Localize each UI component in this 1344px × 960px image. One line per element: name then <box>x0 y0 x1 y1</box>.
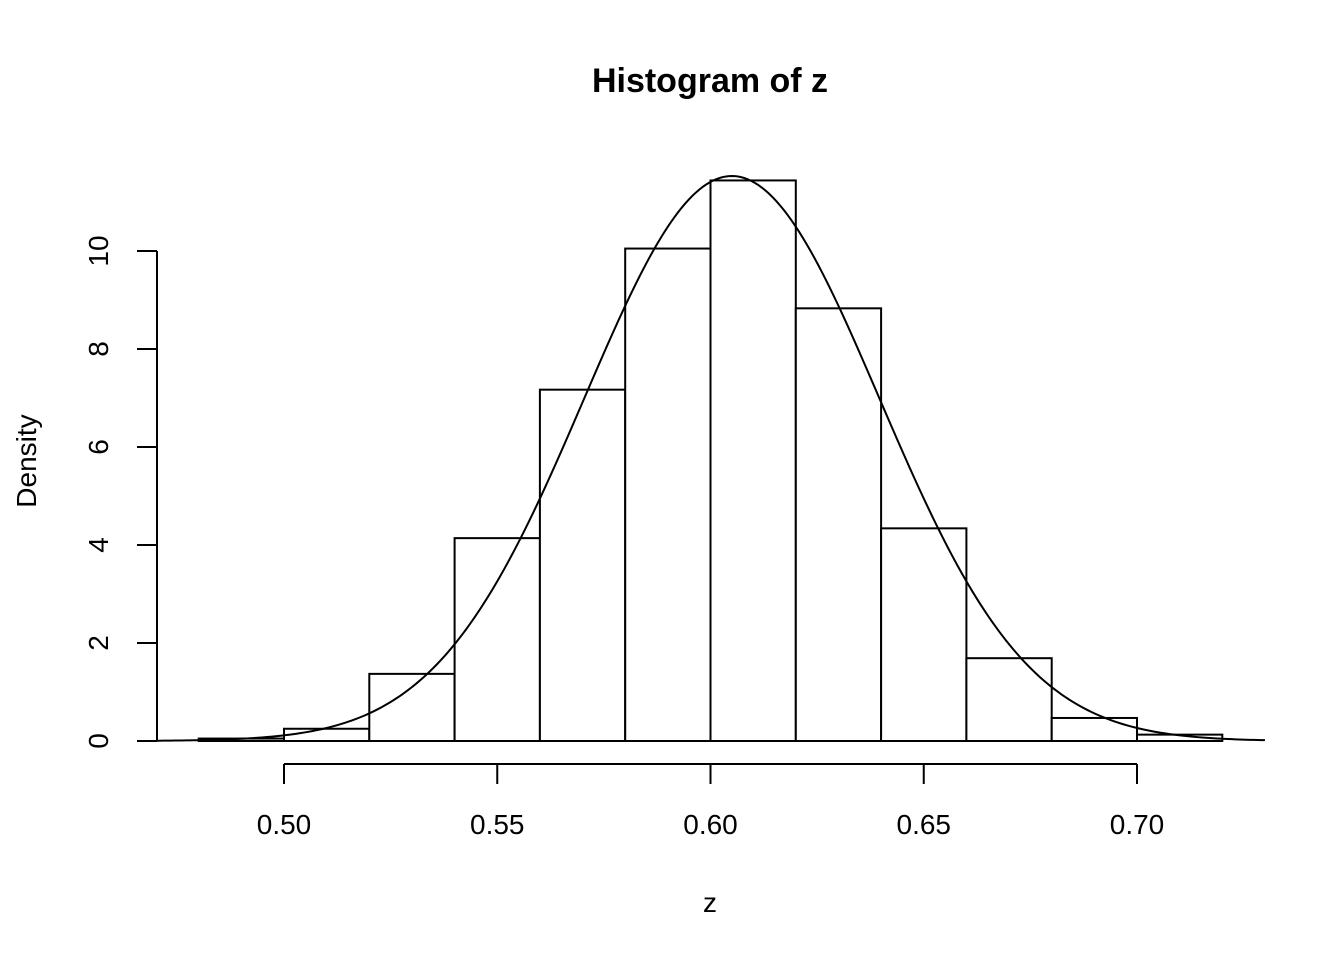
y-tick-label-4: 6 <box>83 439 114 455</box>
x-tick-label-4: 0.65 <box>897 809 952 840</box>
histogram-bar-4 <box>453 537 541 743</box>
x-axis-label: z <box>703 887 717 918</box>
x-tick-label-5: 0.70 <box>1110 809 1165 840</box>
histogram-bar-9 <box>880 527 968 743</box>
x-tick-label-1: 0.50 <box>257 809 312 840</box>
y-tick-label-3: 4 <box>83 537 114 553</box>
x-tick-label-3: 0.60 <box>683 809 738 840</box>
histogram-bar-6 <box>624 247 712 743</box>
y-tick-label-2: 2 <box>83 635 114 651</box>
y-axis-label: Density <box>11 414 42 507</box>
histogram-bar-5 <box>538 388 627 742</box>
y-tick-label-6: 10 <box>83 235 114 266</box>
chart-title: Histogram of z <box>592 62 828 100</box>
density-curve <box>156 175 1265 742</box>
x-tick-label-2: 0.55 <box>470 809 525 840</box>
y-tick-label-5: 8 <box>83 341 114 357</box>
y-tick-label-1: 0 <box>83 733 114 749</box>
histogram-bar-7 <box>709 179 797 742</box>
histogram-bar-2 <box>283 727 371 742</box>
x-axis: 0.50 0.55 0.60 0.65 0.70 <box>257 763 1165 840</box>
histogram-bar-11 <box>1050 716 1138 742</box>
histogram-bar-10 <box>965 657 1053 742</box>
y-axis: 0 2 4 6 8 10 <box>83 235 158 749</box>
histogram-bars <box>197 179 1224 743</box>
